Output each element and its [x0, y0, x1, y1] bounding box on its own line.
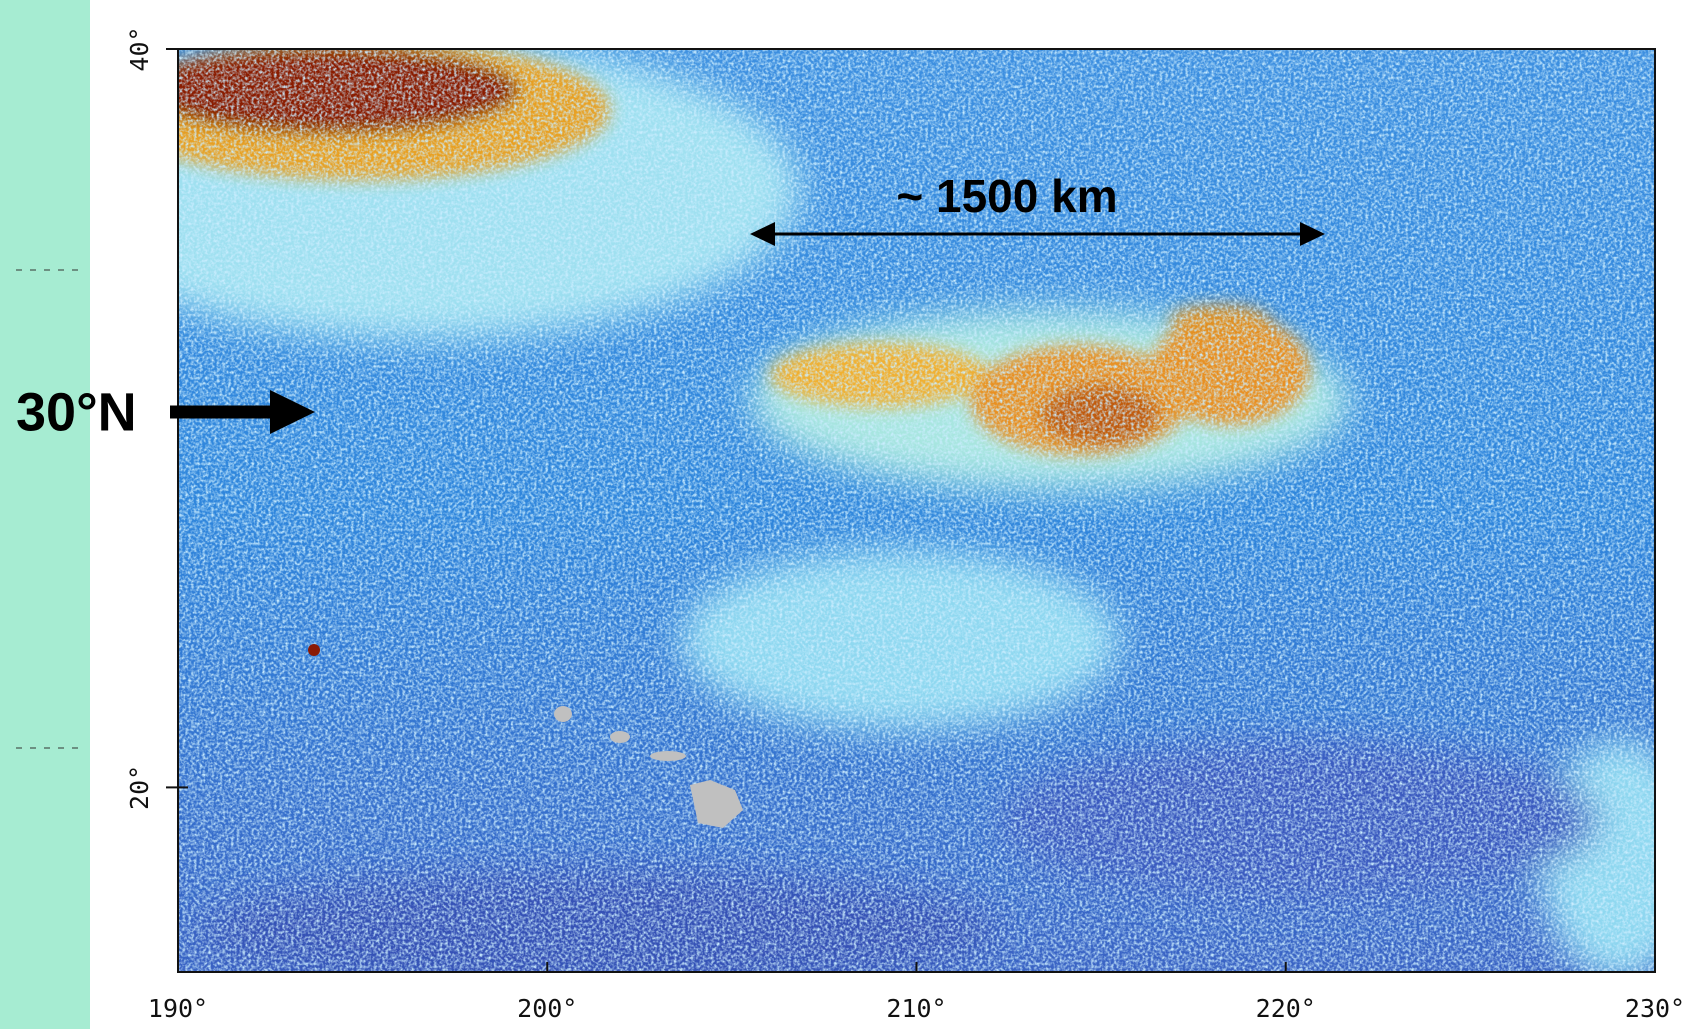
page: 190° 200° 210° 220° 230° 40° 20° 30°N ~ 1500 k… — [0, 0, 1704, 1029]
y-tick-label: 20° — [125, 765, 154, 810]
x-tick-label: 230° — [1625, 994, 1685, 1023]
x-tick-label: 210° — [886, 994, 946, 1023]
x-tick-label: 200° — [517, 994, 577, 1023]
x-tick-label: 190° — [148, 994, 208, 1023]
side-panel — [0, 0, 90, 1029]
map-figure: 190° 200° 210° 220° 230° 40° 20° 30°N ~ 1500 k… — [0, 0, 1704, 1029]
y-tick-label: 40° — [125, 26, 154, 71]
x-tick-label: 220° — [1256, 994, 1316, 1023]
latitude-label: 30°N — [16, 382, 137, 442]
map-image — [40, 40, 1700, 990]
scale-label: ~ 1500 km — [896, 170, 1117, 222]
